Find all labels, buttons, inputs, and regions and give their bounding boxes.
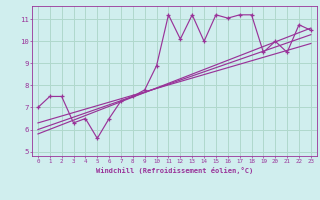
X-axis label: Windchill (Refroidissement éolien,°C): Windchill (Refroidissement éolien,°C) (96, 167, 253, 174)
